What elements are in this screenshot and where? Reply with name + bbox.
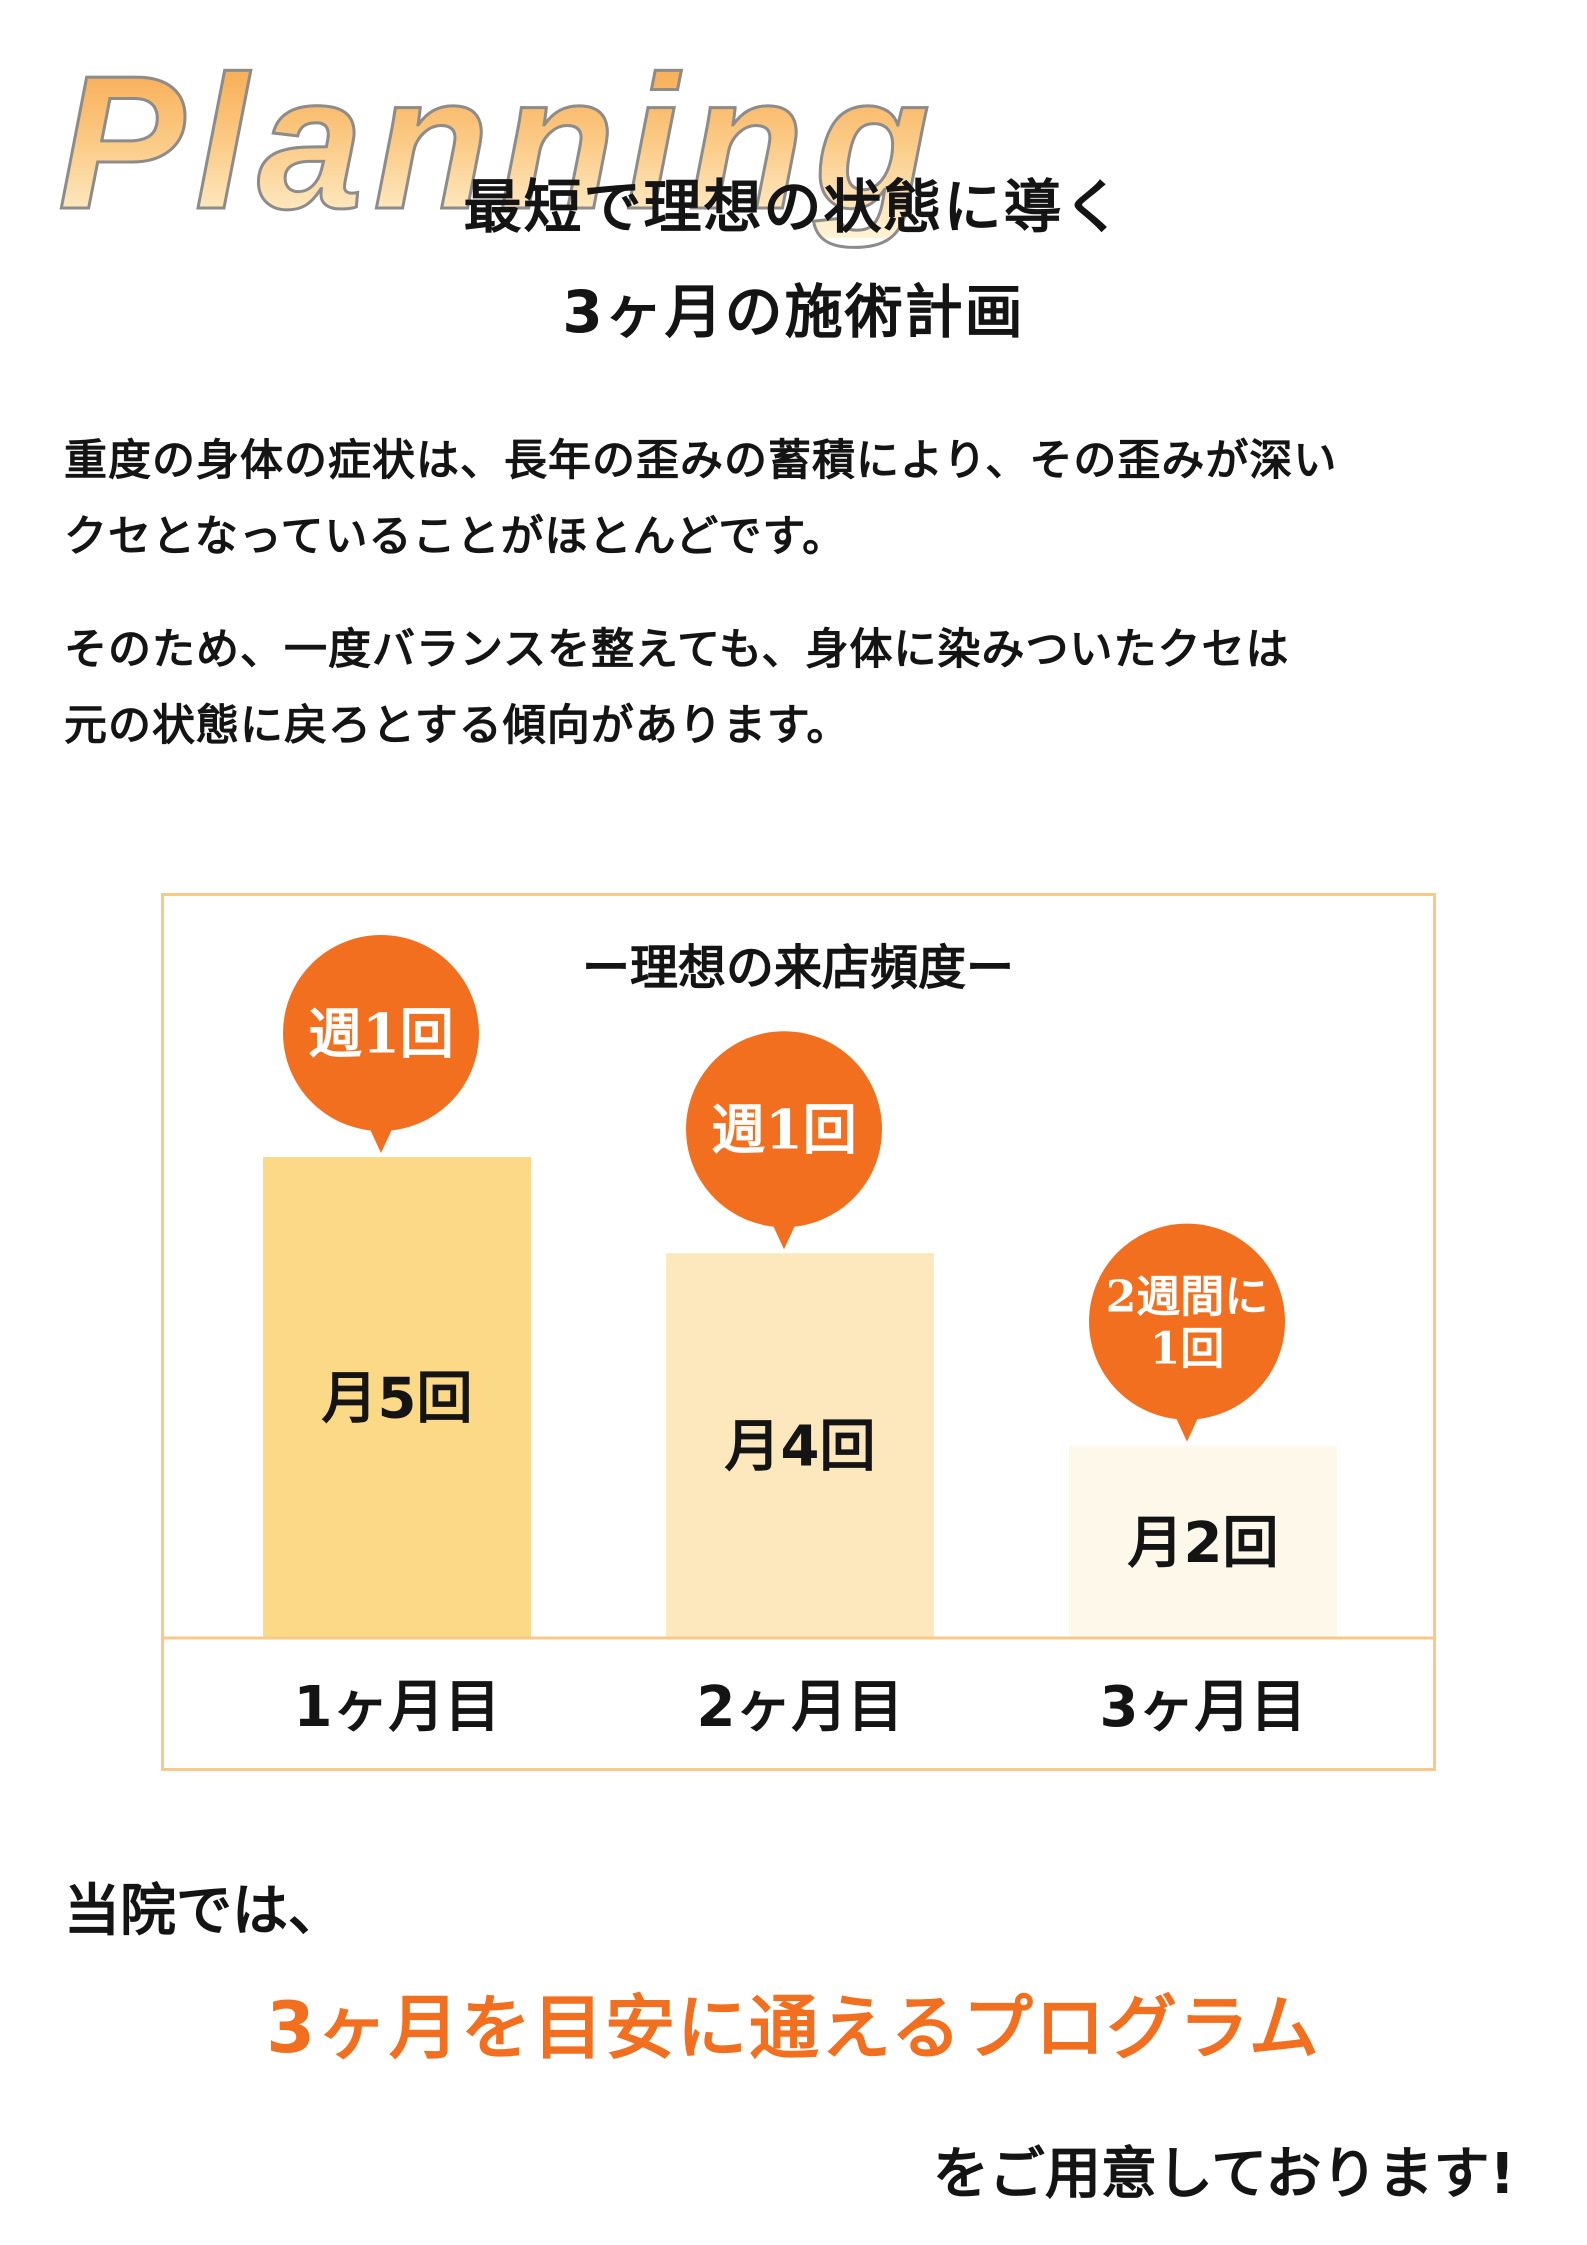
speech-bubble-1: [283, 935, 479, 1131]
speech-bubble-tail-3: [1174, 1413, 1200, 1442]
intro-paragraph1-line2: クセとなっていることがほとんどです。: [64, 512, 847, 562]
x-tick-label-1: 1ヶ月目: [294, 1675, 501, 1740]
intro-paragraph2-line1: そのため、一度バランスを整えても、身体に染みついたクセは: [64, 625, 1290, 675]
speech-bubble-2: [686, 1031, 882, 1228]
page-title-line2: 3ヶ月の施術計画: [562, 278, 1025, 346]
chart-title: ー理想の来店頻度ー: [582, 940, 1014, 996]
bar-label-2: 月4回: [725, 1415, 876, 1480]
speech-bubble-text-1-1: 週1回: [308, 1001, 454, 1065]
bar-2: [666, 1253, 934, 1638]
planning-deco-word: Planning: [56, 37, 941, 249]
bar-3: [1069, 1445, 1337, 1638]
closing-highlight: 3ヶ月を目安に通えるプログラム: [266, 1987, 1321, 2069]
bar-1: [263, 1157, 531, 1638]
speech-bubble-text-2-1: 週1回: [711, 1098, 857, 1162]
x-tick-label-3: 3ヶ月目: [1100, 1675, 1307, 1740]
speech-bubble-tail-2: [771, 1221, 797, 1250]
speech-bubble-text-3-1: 2週間に: [1106, 1271, 1269, 1322]
bar-label-1: 月5回: [322, 1367, 473, 1432]
intro-paragraph1-line1: 重度の身体の症状は、長年の歪みの蓄積により、その歪みが深い: [64, 436, 1338, 486]
visit-frequency-chart: ー理想の来店頻度ー 月5回 1ヶ月目 週1回月4回 2ヶ月目 週1回月2回 3ヶ月目 2週間…: [161, 893, 1436, 1771]
bar-label-3: 月2回: [1128, 1511, 1279, 1576]
speech-bubble-3: [1089, 1223, 1285, 1420]
speech-bubble-text-3-2: 1回: [1150, 1323, 1225, 1374]
intro-paragraph2-line2: 元の状態に戻ろとする傾向があります。: [64, 701, 851, 751]
x-tick-label-2: 2ヶ月目: [697, 1675, 904, 1740]
page-title-line1: 最短で理想の状態に導く: [463, 173, 1124, 241]
closing-line3: をご用意しております!: [932, 2142, 1515, 2207]
closing-line1: 当院では、: [64, 1879, 344, 1944]
speech-bubble-tail-1: [368, 1125, 394, 1153]
